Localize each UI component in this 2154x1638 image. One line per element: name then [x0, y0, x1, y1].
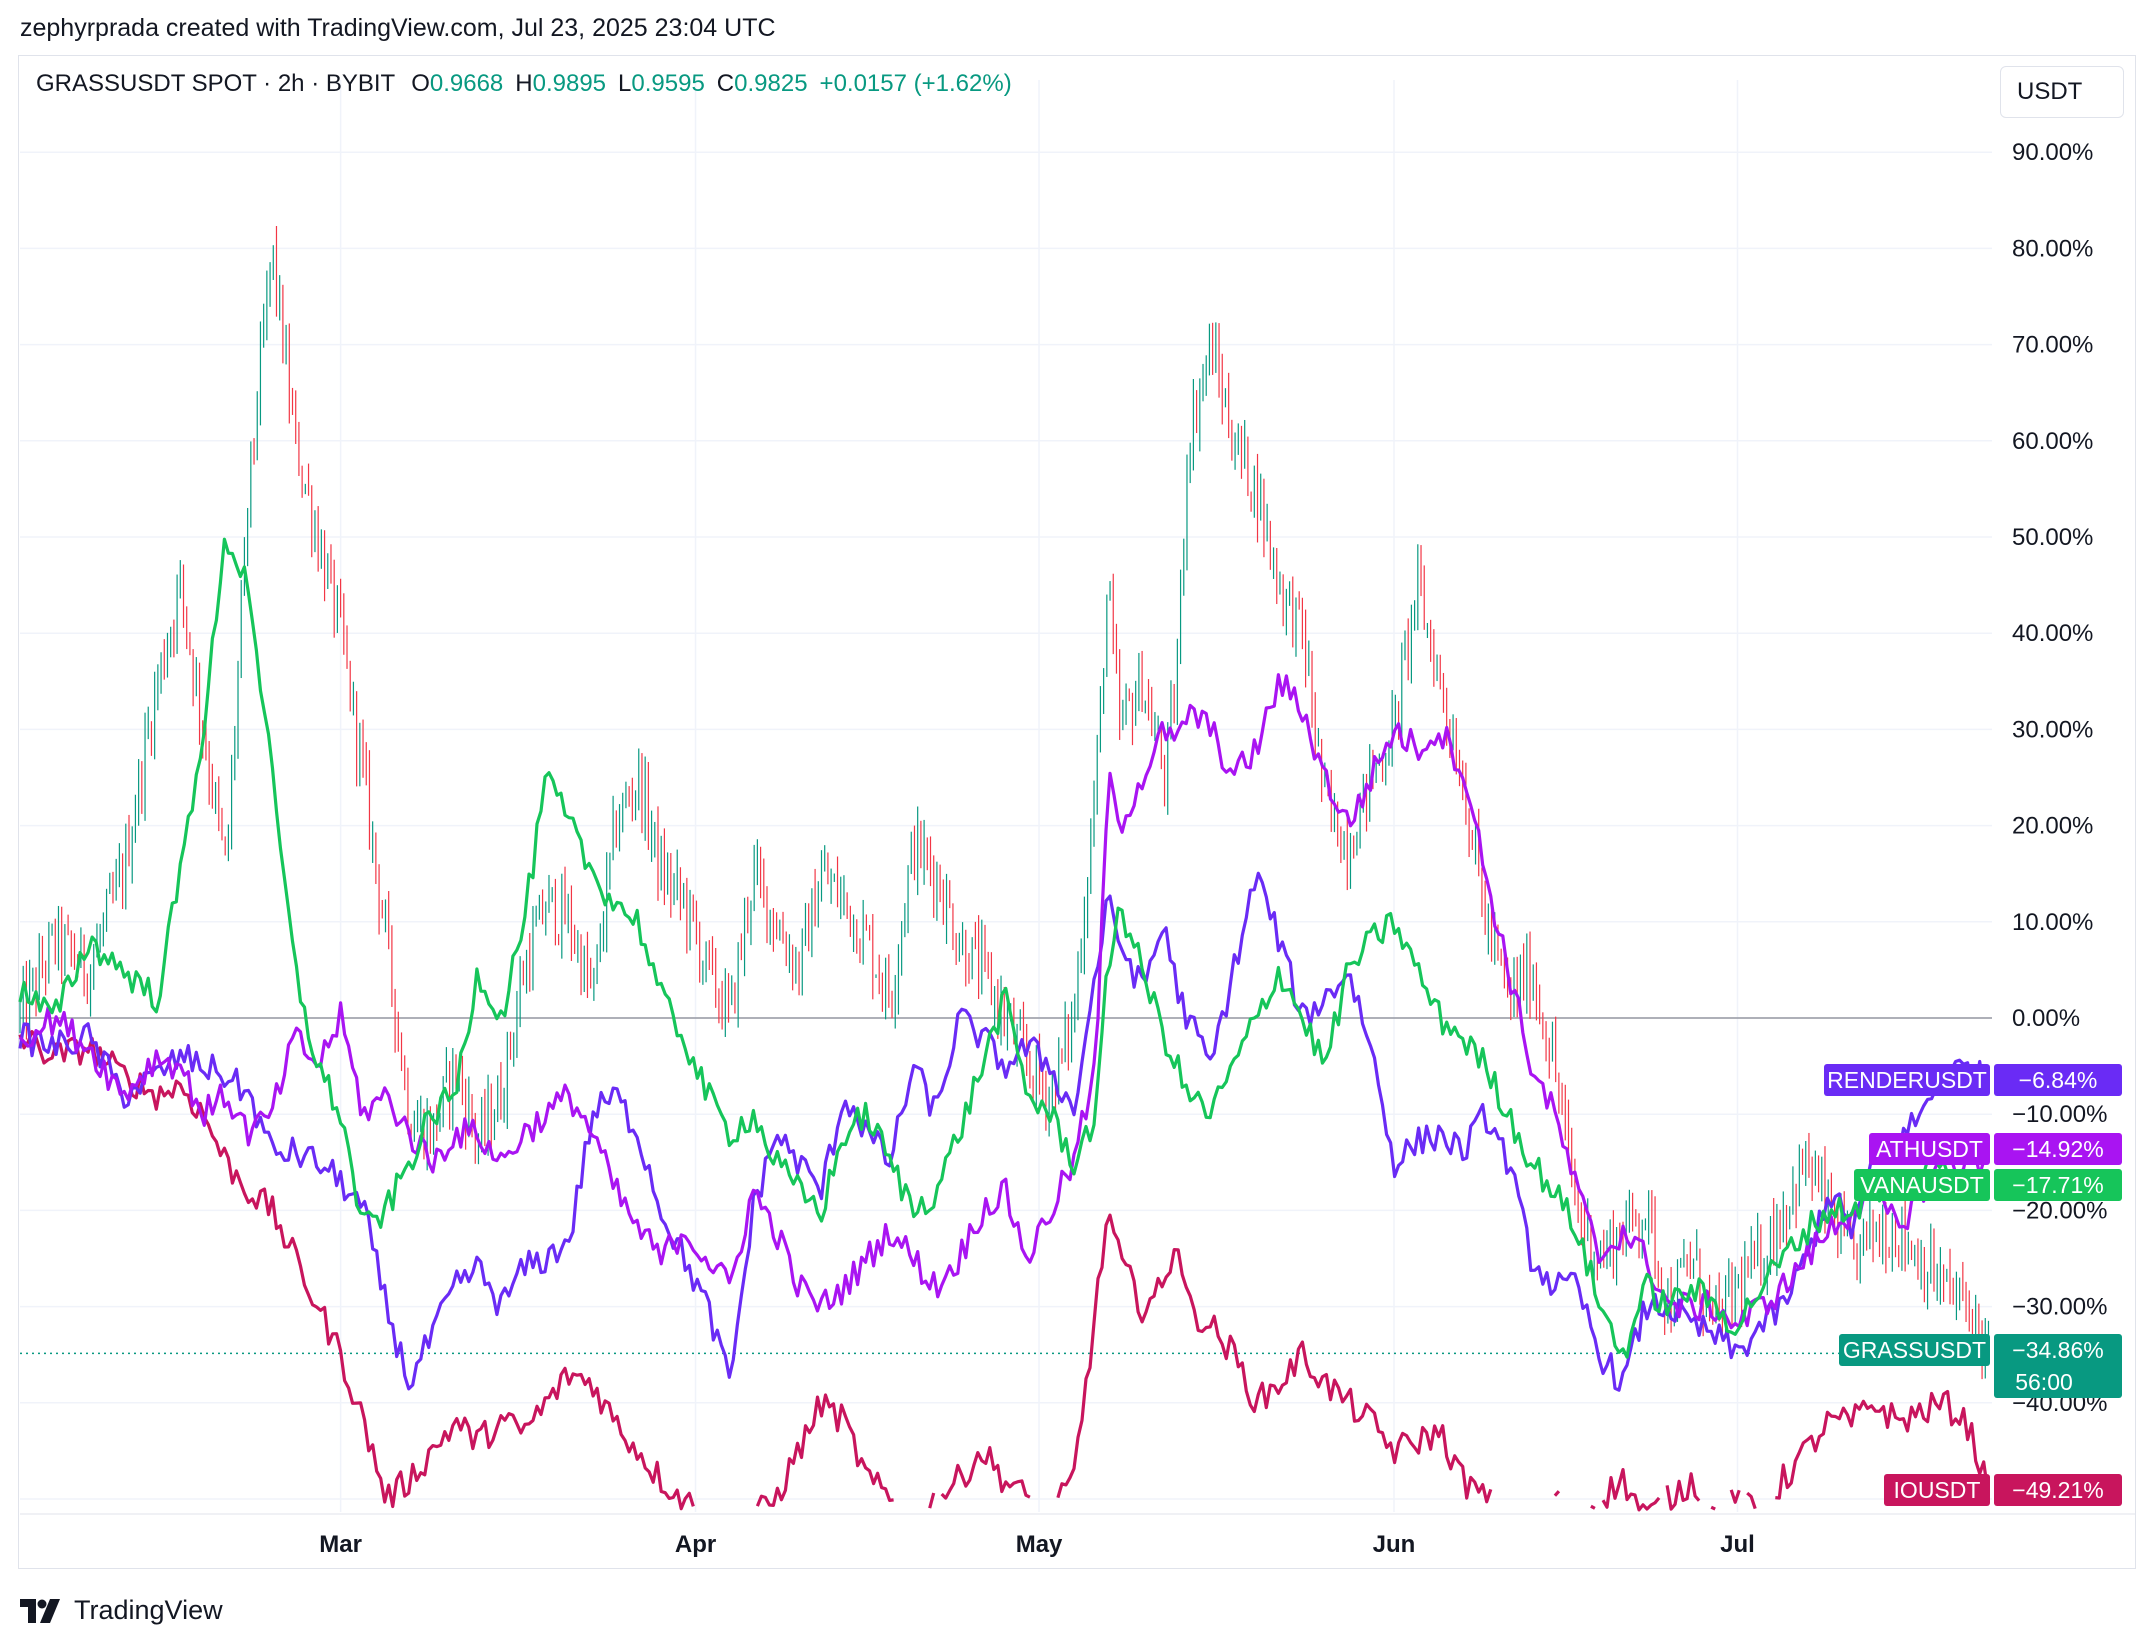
y-tick-label: 60.00%	[2012, 428, 2093, 455]
series-line-iousdt	[1601, 1467, 1661, 1512]
y-tick-label: −20.00%	[2012, 1197, 2107, 1224]
y-tick-label: 70.00%	[2012, 332, 2093, 359]
legend-open-label: O	[411, 70, 430, 97]
price-tag-athusdt: ATHUSDT −14.92%	[1869, 1133, 2122, 1165]
tag-series-name: VANAUSDT	[1860, 1172, 1984, 1198]
series-line-iousdt	[1775, 1389, 1990, 1500]
series-line-iousdt	[1746, 1491, 1757, 1510]
y-tick-label: 40.00%	[2012, 620, 2093, 647]
series-line-iousdt	[1665, 1472, 1701, 1511]
legend-low-label: L	[618, 70, 632, 97]
legend-high: 0.9895	[532, 70, 607, 97]
price-scale: 90.00% 80.00% 70.00% 60.00% 50.00% 40.00% 30.0…	[2012, 139, 2107, 1417]
candle-countdown: 56:00	[2015, 1369, 2073, 1395]
tag-series-value: −49.21%	[2012, 1477, 2103, 1503]
x-month-label: Mar	[319, 1531, 362, 1558]
tag-series-value: −17.71%	[2012, 1172, 2103, 1198]
y-tick-label: −30.00%	[2012, 1294, 2107, 1321]
tag-series-name: IOUSDT	[1894, 1477, 1981, 1503]
y-tick-label: 10.00%	[2012, 909, 2093, 936]
series-line-iousdt	[928, 1492, 936, 1509]
legend-close: 0.9825	[734, 70, 808, 97]
series-line-athusdt	[18, 673, 1988, 1330]
tag-series-value: −14.92%	[2012, 1136, 2103, 1162]
y-tick-label: 50.00%	[2012, 524, 2093, 551]
tag-series-name: GRASSUSDT	[1843, 1337, 1986, 1363]
tag-value-bg	[1994, 1064, 2122, 1096]
x-month-label: Apr	[675, 1531, 716, 1558]
grassusdt-candles	[19, 226, 1990, 1380]
legend-low: 0.9595	[631, 70, 705, 97]
tag-name-bg	[1854, 1169, 1990, 1201]
tag-value-bg	[1994, 1334, 2122, 1398]
x-month-label: May	[1016, 1531, 1063, 1558]
series-line-vanausdt	[18, 537, 1990, 1359]
legend-close-label: C	[716, 70, 735, 97]
tradingview-logo-icon	[20, 1598, 60, 1623]
y-tick-label: 80.00%	[2012, 235, 2093, 262]
series-price-tags: RENDERUSDT −6.84% ATHUSDT −14.92% VANAUSDT −1…	[1824, 1064, 2122, 1506]
tag-name-bg	[1839, 1334, 1990, 1366]
x-month-label: Jul	[1720, 1531, 1755, 1558]
y-tick-label: 0.00%	[2012, 1005, 2080, 1032]
tradingview-branding: TradingView	[20, 1595, 223, 1626]
legend-high-label: H	[515, 70, 533, 97]
series-line-iousdt	[1056, 1213, 1493, 1504]
tag-value-bg	[1994, 1133, 2122, 1165]
branding-text: TradingView	[74, 1595, 223, 1625]
price-tag-vanausdt: VANAUSDT −17.71%	[1854, 1169, 2122, 1201]
series-line-iousdt	[1710, 1505, 1716, 1511]
price-tag-iousdt: IOUSDT −49.21%	[1884, 1474, 2122, 1506]
series-line-iousdt	[1553, 1490, 1561, 1497]
tag-series-value: −6.84%	[2019, 1067, 2098, 1093]
series-line-iousdt	[1729, 1489, 1741, 1504]
y-tick-label: 30.00%	[2012, 716, 2093, 743]
symbol-legend: GRASSUSDT SPOT · 2h · BYBIT O0.9668 H0.989…	[36, 70, 1024, 98]
x-month-label: Jun	[1373, 1531, 1416, 1558]
tag-series-name: ATHUSDT	[1876, 1136, 1983, 1162]
legend-change: +0.0157 (+1.62%)	[819, 70, 1012, 97]
series-line-iousdt	[940, 1445, 1031, 1500]
chart-frame	[18, 55, 2136, 1569]
series-line-renderusdt	[18, 871, 1990, 1392]
series-line-iousdt	[1590, 1504, 1596, 1510]
tag-name-bg	[1884, 1474, 1990, 1506]
y-tick-label: 20.00%	[2012, 813, 2093, 840]
tag-series-value: −34.86%	[2012, 1337, 2103, 1363]
grid	[20, 80, 2136, 1515]
y-tick-label: 90.00%	[2012, 139, 2093, 166]
attribution-text: zephyrprada created with TradingView.com…	[20, 14, 776, 42]
tag-series-name: RENDERUSDT	[1827, 1067, 1987, 1093]
series-line-iousdt	[18, 1029, 695, 1511]
legend-open: 0.9668	[429, 70, 504, 97]
tag-value-bg	[1994, 1474, 2122, 1506]
legend-symbol: GRASSUSDT SPOT · 2h · BYBIT	[36, 70, 396, 97]
tag-value-bg	[1994, 1169, 2122, 1201]
price-tag-renderusdt: RENDERUSDT −6.84%	[1824, 1064, 2122, 1096]
currency-button[interactable]: USDT	[2000, 66, 2124, 118]
y-tick-label: −10.00%	[2012, 1101, 2107, 1128]
series-line-iousdt	[755, 1393, 894, 1508]
price-tag-grassusdt: GRASSUSDT −34.86% 56:00	[1839, 1334, 2122, 1398]
comparison-series	[18, 537, 1990, 1512]
time-scale: Mar Apr May Jun Jul	[319, 1531, 1755, 1558]
tag-name-bg	[1824, 1064, 1990, 1096]
tag-name-bg	[1869, 1133, 1990, 1165]
